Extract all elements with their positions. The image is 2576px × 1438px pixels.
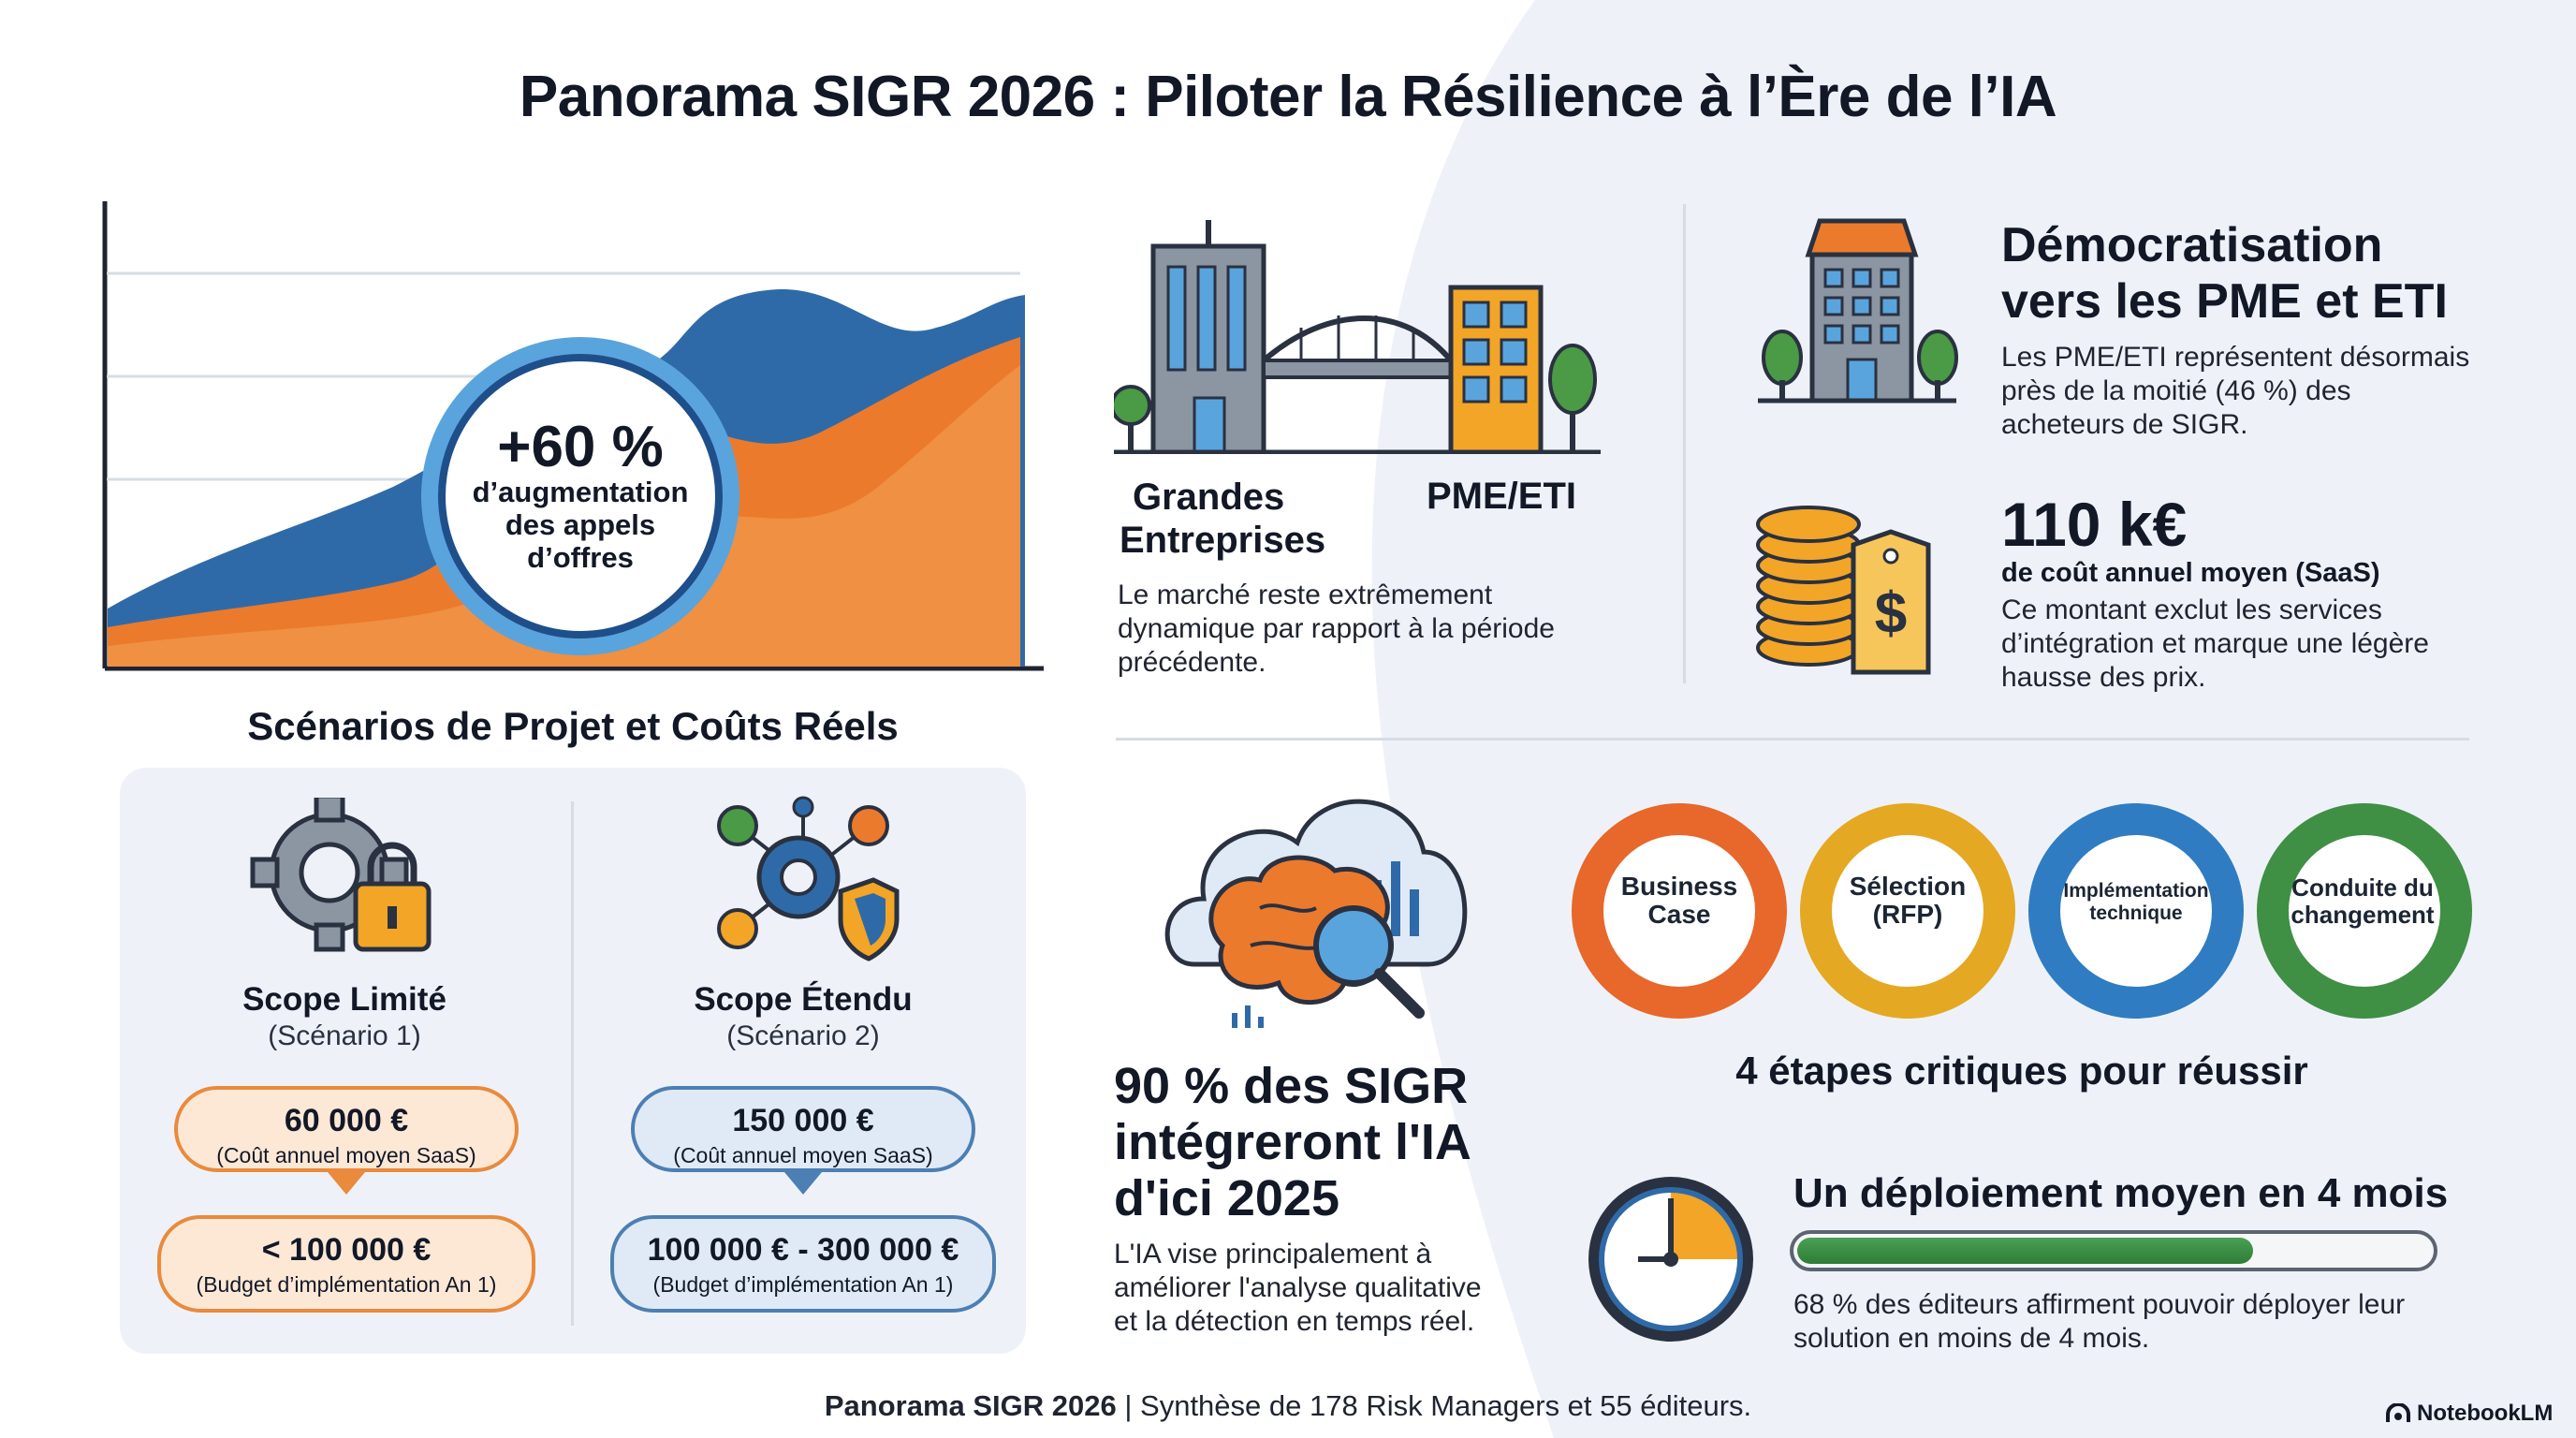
- market-text-line2: dynamique par rapport à la période: [1118, 613, 1555, 644]
- limited-annual-caption: (Coût annuel moyen SaaS): [216, 1143, 476, 1167]
- growth-caption: d’augmentation des appels d’offres: [412, 476, 749, 574]
- limited-annual-pill: 60 000 € (Coût annuel moyen SaaS): [174, 1086, 519, 1172]
- democratisation-text: Les PME/ETI représentent désormais près …: [2001, 341, 2525, 442]
- market-left-label: Grandes Entreprises: [1120, 476, 1325, 562]
- market-left-label-line1: Grandes: [1133, 477, 1285, 518]
- scenarios-divider: [571, 801, 574, 1326]
- notebooklm-logo-icon: [2386, 1403, 2410, 1422]
- extended-annual-value: 150 000 €: [732, 1103, 874, 1138]
- ai-title-line2: intégreront l'IA: [1114, 1114, 1471, 1170]
- ai-title: 90 % des SIGR intégreront l'IA d'ici 202…: [1114, 1058, 1471, 1226]
- bridge-buildings-icon: [1114, 220, 1601, 454]
- step3-line2: technique: [2089, 902, 2183, 924]
- stopwatch-icon: [1588, 1177, 1753, 1342]
- extended-arrow-icon: [784, 1172, 822, 1195]
- step1-line2: Case: [1647, 900, 1711, 929]
- limited-budget-value: < 100 000 €: [261, 1232, 432, 1268]
- deployment-progress-fill: [1797, 1238, 2253, 1264]
- extended-budget-caption: (Budget d’implémentation An 1): [652, 1272, 954, 1297]
- brand-badge: NotebookLM: [2385, 1401, 2553, 1427]
- deployment-text-line2: solution en moins de 4 mois.: [1793, 1323, 2150, 1354]
- deployment-title: Un déploiement moyen en 4 mois: [1793, 1170, 2449, 1216]
- footer-bold: Panorama SIGR 2026: [824, 1389, 1117, 1422]
- brand-name: NotebookLM: [2417, 1401, 2554, 1426]
- ai-text-line1: L'IA vise principalement à: [1114, 1239, 1432, 1269]
- deployment-text: 68 % des éditeurs affirment pouvoir dépl…: [1793, 1288, 2467, 1356]
- ai-text-line2: améliorer l'analyse qualitative: [1114, 1272, 1482, 1303]
- scenarios-title: Scénarios de Projet et Coûts Réels: [247, 704, 899, 748]
- extended-budget-value: 100 000 € - 300 000 €: [647, 1232, 959, 1268]
- growth-caption-line1: d’augmentation: [472, 476, 689, 508]
- step2-line1: Sélection: [1849, 872, 1967, 901]
- democratisation-text-line1: Les PME/ETI représentent désormais: [2001, 342, 2470, 373]
- extended-budget-pill: 100 000 € - 300 000 € (Budget d’implémen…: [610, 1215, 996, 1313]
- democratisation-text-line3: acheteurs de SIGR.: [2001, 409, 2248, 440]
- limited-budget-pill: < 100 000 € (Budget d’implémentation An …: [157, 1215, 535, 1313]
- dollar-symbol: $: [1874, 581, 1908, 646]
- growth-caption-line3: d’offres: [527, 541, 634, 574]
- step-business-case: Business Case: [1597, 873, 1762, 929]
- ai-text: L'IA vise principalement à améliorer l'a…: [1114, 1238, 1554, 1339]
- step-implementation: Implémentation technique: [2050, 880, 2222, 925]
- scope-limited-title: Scope Limité: [242, 981, 446, 1018]
- growth-value: +60 %: [497, 415, 664, 479]
- steps-rings: [1572, 803, 2472, 1019]
- horizontal-divider: [1116, 738, 2469, 741]
- step4-line2: changement: [2291, 901, 2435, 929]
- limited-arrow-icon: [328, 1172, 365, 1195]
- democratisation-title: Démocratisation vers les PME et ETI: [2001, 217, 2448, 330]
- step-selection: Sélection (RFP): [1825, 873, 1990, 929]
- limited-annual-value: 60 000 €: [284, 1103, 409, 1138]
- limited-budget-caption: (Budget d’implémentation An 1): [196, 1272, 497, 1297]
- cost-value: 110 k€: [2001, 490, 2188, 559]
- step-change: Conduite du changement: [2276, 874, 2449, 929]
- cost-text-line3: hausse des prix.: [2001, 662, 2206, 693]
- scope-extended-title: Scope Étendu: [694, 981, 913, 1018]
- cost-text: Ce montant exclut les services d’intégra…: [2001, 594, 2544, 695]
- deployment-text-line1: 68 % des éditeurs affirment pouvoir dépl…: [1793, 1289, 2406, 1320]
- cost-text-line2: d’intégration et marque une légère: [2001, 628, 2429, 659]
- step2-line2: (RFP): [1872, 900, 1943, 929]
- page-title: Panorama SIGR 2026 : Piloter la Résilien…: [519, 65, 2057, 129]
- coins-price-tag-icon: [1756, 506, 1931, 675]
- step4-line1: Conduite du: [2291, 873, 2434, 902]
- cost-text-line1: Ce montant exclut les services: [2001, 594, 2382, 625]
- market-left-label-line2: Entreprises: [1120, 520, 1326, 561]
- footer: Panorama SIGR 2026 | Synthèse de 178 Ris…: [0, 1389, 2576, 1423]
- extended-annual-pill: 150 000 € (Coût annuel moyen SaaS): [631, 1086, 975, 1172]
- democratisation-title-line1: Démocratisation: [2001, 218, 2383, 272]
- ai-title-line3: d'ici 2025: [1114, 1170, 1339, 1226]
- extended-annual-caption: (Coût annuel moyen SaaS): [673, 1143, 933, 1167]
- market-right-label: PME/ETI: [1427, 476, 1577, 517]
- democratisation-title-line2: vers les PME et ETI: [2001, 274, 2448, 329]
- scope-limited-sub: (Scénario 1): [268, 1020, 421, 1051]
- ai-title-line1: 90 % des SIGR: [1114, 1058, 1469, 1114]
- growth-caption-line2: des appels: [505, 508, 656, 541]
- steps-title: 4 étapes critiques pour réussir: [1735, 1049, 2308, 1093]
- step3-line1: Implémentation: [2063, 880, 2209, 902]
- market-text: Le marché reste extrêmement dynamique pa…: [1118, 579, 1642, 680]
- step1-line1: Business: [1620, 872, 1738, 901]
- top-right-divider: [1683, 204, 1686, 683]
- democratisation-text-line2: près de la moitié (46 %) des: [2001, 375, 2351, 406]
- office-building-icon: [1758, 218, 1958, 404]
- market-text-line1: Le marché reste extrêmement: [1118, 580, 1493, 610]
- ai-text-line3: et la détection en temps réel.: [1114, 1306, 1475, 1337]
- footer-separator: |: [1116, 1389, 1141, 1422]
- growth-badge: [421, 337, 739, 655]
- market-text-line3: précédente.: [1118, 647, 1266, 678]
- scope-extended-sub: (Scénario 2): [726, 1020, 880, 1051]
- gear-lock-icon: [250, 798, 432, 952]
- brain-cloud-icon: [1164, 799, 1468, 1028]
- gears-shield-icon: [717, 796, 900, 961]
- cost-label: de coût annuel moyen (SaaS): [2001, 558, 2380, 588]
- footer-rest: Synthèse de 178 Risk Managers et 55 édit…: [1140, 1389, 1752, 1422]
